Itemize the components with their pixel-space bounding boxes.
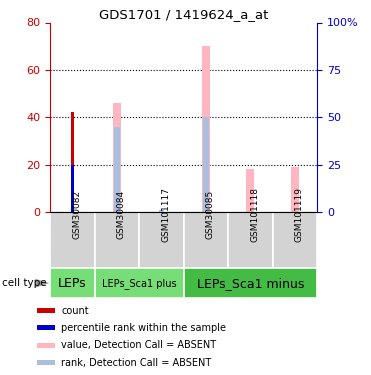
Bar <box>246 169 255 212</box>
Text: count: count <box>61 306 89 315</box>
Text: GSM30085: GSM30085 <box>206 190 215 239</box>
Bar <box>273 212 317 268</box>
Text: LEPs_Sca1 minus: LEPs_Sca1 minus <box>197 277 304 290</box>
Bar <box>114 127 119 212</box>
Bar <box>95 268 184 298</box>
Text: GSM101118: GSM101118 <box>250 187 259 242</box>
Bar <box>71 165 74 212</box>
Bar <box>95 212 139 268</box>
Text: cell type: cell type <box>2 278 46 288</box>
Polygon shape <box>35 279 49 288</box>
Bar <box>139 212 184 268</box>
Bar <box>159 210 164 212</box>
Bar <box>71 112 74 212</box>
Bar <box>184 212 228 268</box>
Bar <box>203 117 209 212</box>
Bar <box>228 212 273 268</box>
Bar <box>37 308 55 313</box>
Title: GDS1701 / 1419624_a_at: GDS1701 / 1419624_a_at <box>99 8 268 21</box>
Text: GSM101117: GSM101117 <box>161 187 170 242</box>
Text: GSM30084: GSM30084 <box>117 190 126 239</box>
Text: LEPs_Sca1 plus: LEPs_Sca1 plus <box>102 278 177 289</box>
Bar <box>291 167 299 212</box>
Bar <box>184 268 317 298</box>
Bar <box>37 360 55 365</box>
Bar <box>113 103 121 212</box>
Bar <box>202 46 210 212</box>
Bar <box>37 326 55 330</box>
Bar <box>50 212 95 268</box>
Text: GSM30082: GSM30082 <box>72 190 81 239</box>
Text: GSM101119: GSM101119 <box>295 187 304 242</box>
Text: percentile rank within the sample: percentile rank within the sample <box>61 323 226 333</box>
Bar <box>50 268 95 298</box>
Text: value, Detection Call = ABSENT: value, Detection Call = ABSENT <box>61 340 216 350</box>
Bar <box>37 343 55 348</box>
Text: rank, Detection Call = ABSENT: rank, Detection Call = ABSENT <box>61 358 211 368</box>
Text: LEPs: LEPs <box>58 277 87 290</box>
